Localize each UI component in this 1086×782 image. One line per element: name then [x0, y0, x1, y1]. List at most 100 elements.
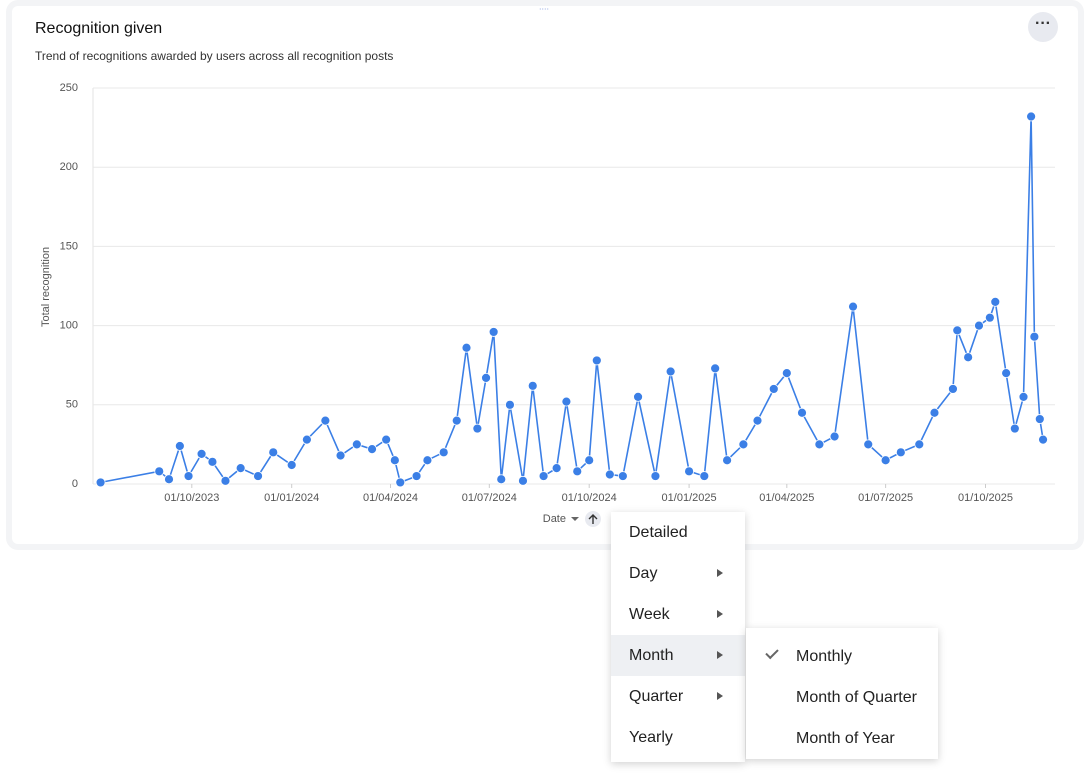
point: [880, 455, 891, 466]
point: [496, 474, 507, 485]
point: [948, 384, 958, 394]
point: [381, 434, 392, 445]
point: [684, 466, 694, 477]
point: [351, 439, 362, 450]
point: [389, 455, 400, 466]
x-tick-label: 01/04/2025: [759, 492, 814, 504]
submenu-item[interactable]: Month of Year: [746, 718, 938, 759]
y-tick-label: 250: [60, 82, 78, 94]
point: [984, 312, 995, 323]
point: [154, 466, 165, 477]
point: [829, 431, 840, 442]
point: [268, 447, 279, 458]
point: [929, 407, 940, 418]
menu-item-label: Day: [629, 565, 658, 582]
menu-item-label: Detailed: [629, 524, 688, 541]
point: [164, 474, 174, 485]
point: [207, 456, 218, 467]
point: [422, 455, 433, 466]
submenu-item[interactable]: Monthly: [746, 636, 938, 677]
point: [1038, 434, 1048, 445]
point: [665, 366, 676, 377]
x-tick-label: 01/10/2024: [562, 492, 617, 504]
point: [335, 450, 346, 461]
submenu-item[interactable]: Month of Quarter: [746, 677, 938, 718]
drag-handle[interactable]: ....: [539, 1, 549, 11]
point: [472, 423, 483, 434]
date-submenu: Monthly Month of Quarter Month of Year: [746, 628, 938, 759]
submenu-arrow: [717, 610, 723, 618]
point: [914, 439, 925, 450]
point: [220, 475, 231, 486]
point: [538, 471, 549, 481]
y-tick-label: 100: [60, 320, 78, 332]
point: [367, 444, 377, 455]
point: [797, 407, 807, 418]
point: [183, 471, 194, 481]
point: [650, 471, 661, 481]
point: [633, 391, 643, 402]
date-menu: Detailed Day Week Month Quarter Yearly: [611, 512, 745, 762]
point: [974, 320, 984, 331]
x-tick-label: 01/10/2023: [164, 492, 219, 504]
point: [518, 475, 528, 486]
y-tick-label: 50: [66, 399, 78, 411]
y-axis-label: Total recognition: [40, 247, 52, 327]
submenu-arrow: [717, 651, 723, 659]
menu-item[interactable]: Quarter: [611, 676, 745, 717]
menu-item[interactable]: Week: [611, 594, 745, 635]
x-axis-label[interactable]: Date: [543, 513, 566, 525]
point: [617, 471, 628, 481]
point: [814, 439, 825, 450]
point: [1018, 391, 1029, 402]
point: [1034, 414, 1045, 424]
sort-caret[interactable]: [571, 517, 579, 521]
point: [781, 368, 792, 379]
point: [952, 325, 963, 336]
point: [301, 434, 312, 445]
submenu-arrow: [717, 569, 723, 577]
menu-item[interactable]: Yearly: [611, 717, 745, 758]
line: [100, 116, 1044, 484]
point: [1026, 111, 1037, 122]
point: [95, 477, 106, 488]
chart: Recognition given Trend of recognitions …: [35, 1, 1055, 527]
x-tick-label: 01/07/2025: [858, 492, 913, 504]
sort-icon: [588, 514, 598, 524]
point: [863, 439, 874, 450]
point: [438, 447, 449, 458]
point: [527, 380, 538, 391]
point: [174, 441, 185, 451]
y-tick-label: 0: [72, 478, 78, 490]
menu-item-label: Week: [629, 606, 670, 623]
point: [411, 471, 422, 481]
menu-item-label: Yearly: [629, 729, 673, 746]
menu-item-label: Quarter: [629, 688, 684, 705]
point: [722, 455, 732, 466]
submenu-arrow: [717, 692, 723, 700]
point: [752, 415, 763, 426]
point: [561, 396, 572, 407]
menu-item[interactable]: Detailed: [611, 512, 745, 553]
point: [584, 455, 595, 466]
chart-title: Recognition given: [35, 20, 162, 37]
menu-item[interactable]: Day: [611, 553, 745, 594]
submenu-item-label: Month of Year: [796, 730, 895, 747]
menu-item[interactable]: Month: [611, 635, 745, 676]
x-tick-label: 01/01/2025: [662, 492, 717, 504]
point: [1001, 368, 1012, 379]
point: [738, 439, 749, 450]
point: [572, 466, 583, 477]
point: [768, 384, 779, 394]
point: [320, 415, 331, 426]
x-tick-label: 01/04/2024: [363, 492, 418, 504]
point: [505, 399, 515, 410]
point: [895, 447, 906, 458]
more-button[interactable]: ···: [1028, 12, 1058, 42]
point: [604, 469, 615, 480]
submenu-item-label: Monthly: [796, 648, 853, 665]
point: [235, 463, 246, 474]
menu-item-label: Month: [629, 647, 674, 664]
point: [451, 415, 462, 426]
